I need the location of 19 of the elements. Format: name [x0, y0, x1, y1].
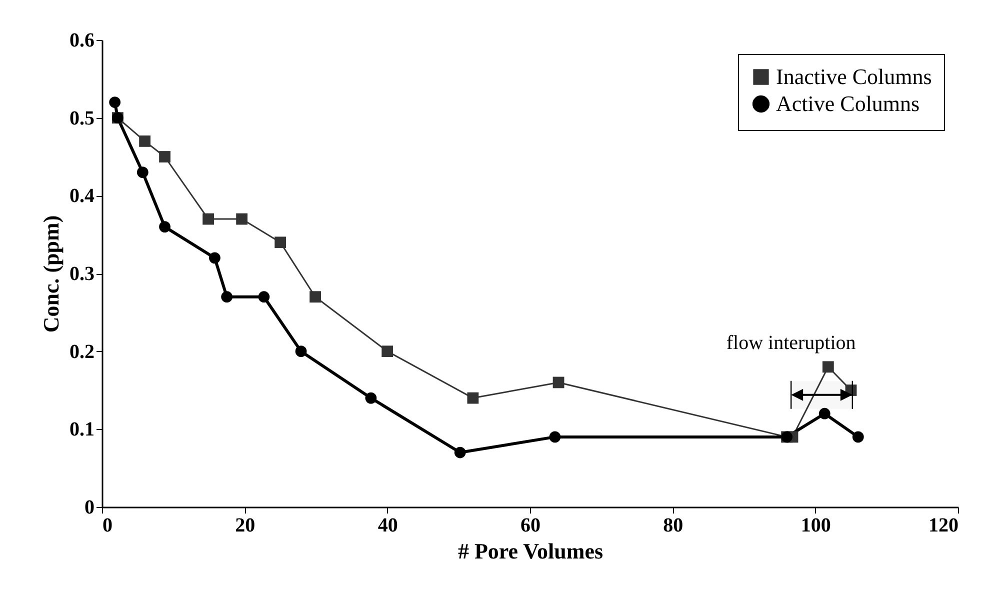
x-tick-label: 120	[928, 514, 958, 536]
band-label: flow interuption	[726, 332, 856, 354]
y-tick-label: 0.2	[70, 340, 94, 363]
y-tick-label: 0.1	[70, 418, 94, 441]
y-tick-label: 0.3	[70, 263, 94, 285]
x-tick-label: 0	[102, 514, 112, 536]
x-tick-label: 80	[663, 514, 684, 536]
y-tick-label: 0.4	[70, 185, 94, 208]
x-tick-label: 60	[520, 514, 540, 536]
y-axis-title: Conc. (ppm)	[38, 215, 64, 333]
y-tick-label: 0.6	[70, 30, 94, 52]
y-tick-label: 0.5	[70, 107, 94, 130]
x-tick-label: 20	[235, 514, 256, 536]
legend-label: Inactive Columns	[776, 64, 932, 89]
x-axis-title: # Pore Volumes	[458, 538, 604, 564]
legend-label: Active Columns	[776, 91, 920, 116]
x-tick-label: 100	[800, 514, 831, 536]
y-tick-label: 0	[84, 496, 94, 518]
x-tick-label: 40	[378, 514, 398, 536]
